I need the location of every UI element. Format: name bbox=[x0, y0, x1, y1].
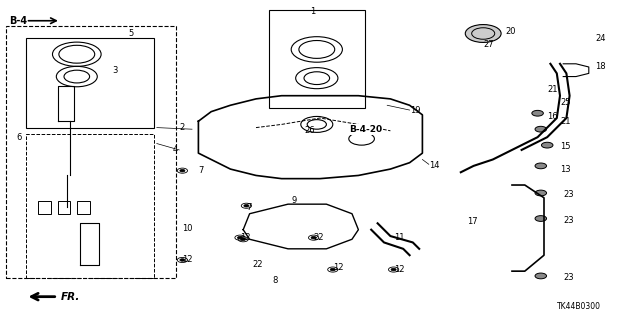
Text: 9: 9 bbox=[291, 197, 296, 205]
Bar bbox=[38, 201, 51, 214]
Circle shape bbox=[180, 169, 185, 172]
Text: 27: 27 bbox=[483, 40, 494, 49]
Text: 15: 15 bbox=[560, 142, 570, 151]
Text: 2: 2 bbox=[179, 123, 184, 132]
Text: 24: 24 bbox=[595, 34, 605, 43]
Text: 22: 22 bbox=[253, 260, 263, 269]
Text: 23: 23 bbox=[563, 190, 574, 199]
Text: 21: 21 bbox=[547, 85, 557, 94]
Text: 11: 11 bbox=[394, 233, 404, 242]
Text: 26: 26 bbox=[304, 126, 315, 135]
Circle shape bbox=[541, 142, 553, 148]
Text: 18: 18 bbox=[595, 63, 606, 71]
Circle shape bbox=[244, 204, 249, 207]
Text: 7: 7 bbox=[198, 166, 204, 175]
Circle shape bbox=[311, 236, 316, 239]
Circle shape bbox=[535, 190, 547, 196]
Text: B-4: B-4 bbox=[10, 16, 28, 26]
Text: 12: 12 bbox=[333, 263, 343, 272]
Circle shape bbox=[330, 268, 335, 271]
Text: 3: 3 bbox=[112, 66, 117, 75]
Circle shape bbox=[535, 163, 547, 169]
Text: 21: 21 bbox=[560, 117, 570, 126]
Circle shape bbox=[535, 126, 547, 132]
Text: 12: 12 bbox=[394, 265, 404, 274]
Text: 5: 5 bbox=[128, 29, 133, 38]
Text: 4: 4 bbox=[173, 145, 178, 154]
Text: 1: 1 bbox=[310, 7, 316, 16]
Text: 20: 20 bbox=[506, 27, 516, 36]
Text: 6: 6 bbox=[16, 133, 21, 142]
Circle shape bbox=[391, 268, 396, 271]
Text: 22: 22 bbox=[314, 233, 324, 242]
Circle shape bbox=[532, 110, 543, 116]
Text: 12: 12 bbox=[182, 256, 193, 264]
Circle shape bbox=[237, 236, 243, 239]
Text: 13: 13 bbox=[560, 165, 571, 174]
Circle shape bbox=[465, 25, 501, 42]
Text: 14: 14 bbox=[429, 161, 439, 170]
Text: 12: 12 bbox=[240, 233, 250, 242]
Circle shape bbox=[241, 238, 246, 241]
Text: 23: 23 bbox=[563, 216, 574, 225]
Text: TK44B0300: TK44B0300 bbox=[557, 302, 601, 311]
Text: 8: 8 bbox=[272, 276, 277, 285]
Text: 10: 10 bbox=[182, 224, 193, 233]
Circle shape bbox=[535, 273, 547, 279]
Text: 23: 23 bbox=[563, 273, 574, 282]
Text: B-4-20: B-4-20 bbox=[349, 125, 382, 134]
Text: 25: 25 bbox=[560, 98, 570, 107]
Bar bbox=[58, 201, 70, 214]
Text: 17: 17 bbox=[467, 217, 478, 226]
Text: 16: 16 bbox=[547, 112, 558, 121]
Circle shape bbox=[535, 216, 547, 221]
Text: 7: 7 bbox=[246, 203, 252, 212]
Text: FR.: FR. bbox=[61, 292, 80, 302]
Text: 19: 19 bbox=[410, 106, 420, 115]
Circle shape bbox=[180, 259, 185, 261]
Bar bbox=[77, 201, 90, 214]
